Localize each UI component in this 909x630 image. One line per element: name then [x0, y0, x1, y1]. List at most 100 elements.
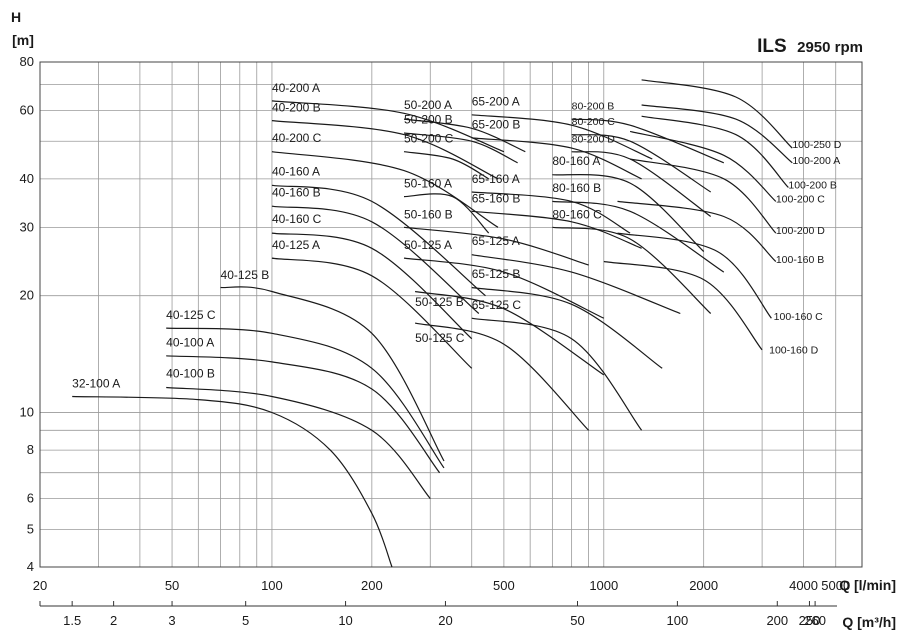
curve-label-50-125-b: 50-125 B: [415, 295, 464, 309]
y-tick-label: 4: [27, 559, 34, 574]
y-tick-label: 30: [20, 219, 34, 234]
x-tick-label: 5000: [821, 578, 850, 593]
curve-50-160-b: [403, 226, 589, 266]
curve-label-40-160-b: 40-160 B: [272, 186, 321, 200]
curve-65-125-c: [471, 317, 643, 431]
x2-tick-label: 260: [804, 613, 826, 628]
curve-label-40-200-c: 40-200 C: [272, 131, 322, 145]
curve-50-200-a: [403, 118, 526, 153]
curve-80-200-c: [571, 134, 712, 193]
curve-50-125-b: [414, 290, 605, 376]
x2-tick-label: 2: [110, 613, 117, 628]
curve-label-80-200-c: 80-200 C: [572, 116, 616, 128]
x2-tick-label: 5: [242, 613, 249, 628]
curve-80-160-a: [552, 173, 705, 252]
x2-tick-label: 50: [570, 613, 584, 628]
curve-100-200-a: [641, 104, 793, 164]
x-tick-label: 100: [261, 578, 283, 593]
curve-label-40-160-a: 40-160 A: [272, 165, 320, 179]
pump-curves: [72, 79, 793, 568]
curve-label-100-160-b: 100-160 B: [776, 254, 824, 266]
curve-label-80-200-d: 80-200 D: [572, 134, 616, 146]
grid: [40, 62, 862, 567]
curve-label-65-125-c: 65-125 C: [472, 298, 522, 312]
curve-40-200-b: [271, 120, 499, 180]
plot-frame: [39, 61, 863, 568]
chart-title-main: ILS: [757, 36, 787, 57]
curve-label-100-200-a: 100-200 A: [792, 155, 840, 167]
curve-label-40-125-a: 40-125 A: [272, 238, 320, 252]
curve-65-160-b: [471, 210, 642, 249]
curve-label-50-125-a: 50-125 A: [404, 238, 452, 252]
curve-65-125-a: [471, 254, 681, 315]
curve-label-65-200-b: 65-200 B: [472, 117, 521, 131]
curve-100-200-c: [629, 130, 777, 202]
x-tick-label: 4000: [789, 578, 818, 593]
curve-32-100-a: [72, 395, 393, 568]
curve-label-40-160-c: 40-160 C: [272, 212, 322, 226]
y-tick-label: 40: [20, 171, 34, 186]
curve-40-100-a: [166, 355, 441, 474]
curve-label-40-200-a: 40-200 A: [272, 81, 320, 95]
curve-label-40-100-a: 40-100 A: [166, 335, 214, 349]
curve-65-200-b: [471, 137, 642, 180]
curve-label-100-160-d: 100-160 D: [769, 344, 818, 356]
y-tick-label: 80: [20, 54, 34, 69]
curve-label-80-200-b: 80-200 B: [572, 101, 615, 113]
y-tick-label: 6: [27, 491, 34, 506]
curve-label-80-160-b: 80-160 B: [552, 181, 601, 195]
curve-80-160-c: [552, 226, 712, 314]
curve-100-200-d: [629, 158, 777, 234]
curve-40-160-b: [271, 205, 480, 314]
curve-label-40-125-c: 40-125 C: [166, 308, 216, 322]
curve-50-125-a: [403, 257, 605, 319]
y-axis-unit: [m]: [12, 32, 34, 48]
y-tick-label: 8: [27, 442, 34, 457]
y-axis-ticks: 4 5 6 8 10 20 30 40 60 80: [20, 54, 34, 574]
curve-label-80-160-c: 80-160 C: [552, 208, 602, 222]
y-tick-label: 10: [20, 405, 34, 420]
curve-50-160-a: [403, 193, 490, 234]
curve-label-50-160-a: 50-160 A: [404, 176, 452, 190]
curve-label-100-200-b: 100-200 B: [788, 179, 836, 191]
curve-label-100-200-d: 100-200 D: [776, 225, 825, 237]
x2-tick-label: 3: [168, 613, 175, 628]
curve-40-160-c: [271, 232, 473, 340]
chart-title: ILS 2950 rpm: [757, 36, 863, 57]
y-tick-label: 60: [20, 102, 34, 117]
curve-label-65-160-a: 65-160 A: [472, 172, 520, 186]
curve-40-125-a: [271, 257, 473, 369]
y-axis-label: H: [11, 9, 21, 25]
x-tick-label: 1000: [589, 578, 618, 593]
y-tick-label: 5: [27, 521, 34, 536]
curve-80-200-b: [571, 118, 725, 164]
curve-label-65-125-a: 65-125 A: [472, 234, 520, 248]
chart-subtitle: 2950 rpm: [797, 39, 863, 56]
curve-labels: 32-100 A 40-100 B 40-100 A 40-125 C 40-125 B…: [72, 81, 842, 391]
curve-label-50-125-c: 50-125 C: [415, 331, 465, 345]
curve-65-200-a: [471, 114, 653, 160]
curve-40-200-a: [271, 100, 505, 153]
x-axis-ticks: 20 50 100 200 500 1000 2000 4000 5000: [33, 578, 850, 593]
curve-40-100-b: [166, 386, 431, 499]
curve-100-160-c: [617, 232, 772, 319]
x2-axis-label: Q [m³/h]: [842, 614, 896, 630]
curve-40-125-b: [220, 286, 445, 462]
x-tick-label: 50: [165, 578, 179, 593]
x2-tick-label: 250: [799, 613, 821, 628]
curve-label-65-200-a: 65-200 A: [472, 95, 520, 109]
curve-100-160-b: [617, 200, 777, 262]
curve-50-200-c: [403, 151, 489, 180]
curve-label-40-100-b: 40-100 B: [166, 367, 215, 381]
x2-tick-label: 100: [667, 613, 689, 628]
curve-label-65-125-b: 65-125 B: [472, 267, 521, 281]
x2-tick-label: 1.5: [63, 613, 81, 628]
x-tick-label: 200: [361, 578, 383, 593]
curve-40-160-a: [271, 184, 486, 297]
x-tick-label: 20: [33, 578, 47, 593]
x2-tick-label: 200: [766, 613, 788, 628]
curve-100-250-d: [641, 79, 793, 149]
x2-tick-label: 10: [338, 613, 352, 628]
